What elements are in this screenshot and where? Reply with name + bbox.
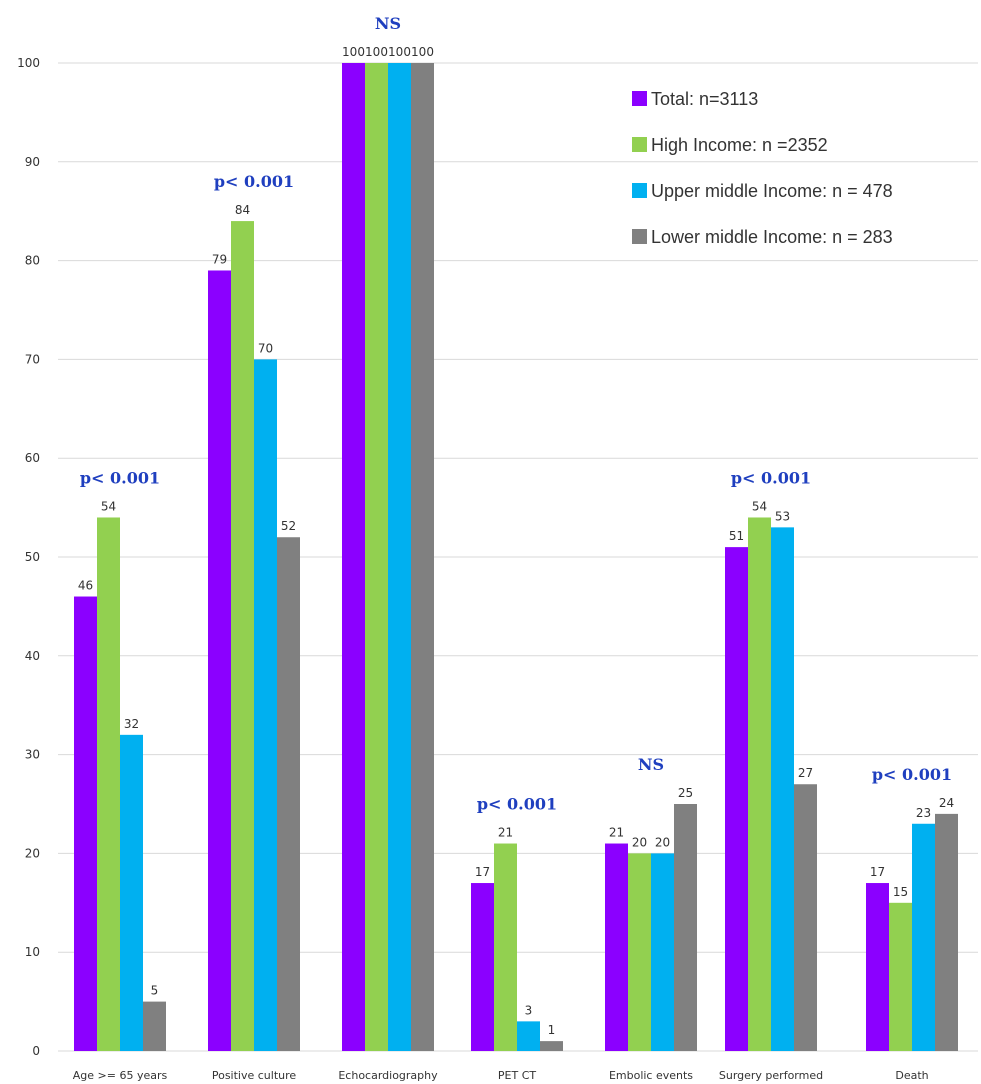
bar — [411, 63, 434, 1051]
y-tick-label: 40 — [25, 649, 40, 663]
data-label: 21 — [609, 826, 624, 840]
data-label: 79 — [212, 252, 227, 266]
bar — [866, 883, 889, 1051]
bar — [935, 813, 958, 1051]
data-label: 52 — [281, 519, 296, 533]
bar — [231, 221, 254, 1051]
category-label: Positive culture — [212, 1069, 297, 1082]
bar — [651, 853, 674, 1051]
legend-label: High Income: n =2352 — [651, 135, 828, 155]
significance-label: p< 0.001 — [214, 172, 294, 191]
bar — [143, 1001, 166, 1051]
y-tick-label: 60 — [25, 451, 40, 465]
significance-label: p< 0.001 — [872, 765, 952, 784]
gridlines — [58, 62, 978, 1052]
x-axis-categories: Age >= 65 years Positive culture Echocardi… — [73, 1069, 929, 1082]
bar — [540, 1041, 563, 1051]
category-label: Embolic events — [609, 1069, 693, 1082]
bar — [674, 804, 697, 1051]
legend-swatch — [632, 183, 647, 198]
bar — [97, 517, 120, 1051]
bars — [74, 63, 958, 1052]
data-label: 100 — [365, 45, 388, 59]
data-label: 17 — [475, 865, 490, 879]
legend: Total: n=3113 High Income: n =2352 Upper m… — [632, 89, 893, 247]
significance-label: p< 0.001 — [731, 468, 811, 487]
data-label: 46 — [78, 579, 93, 593]
data-label: 21 — [498, 826, 513, 840]
data-label: 100 — [342, 45, 365, 59]
legend-swatch — [632, 229, 647, 244]
data-label: 24 — [939, 796, 954, 810]
legend-swatch — [632, 137, 647, 152]
y-tick-label: 20 — [25, 846, 40, 860]
legend-label: Total: n=3113 — [651, 89, 758, 109]
data-label: 1 — [548, 1023, 556, 1037]
bar — [912, 823, 935, 1051]
bar — [889, 902, 912, 1051]
bar — [342, 63, 365, 1051]
data-label: 20 — [655, 835, 670, 849]
bar — [725, 547, 748, 1051]
bar — [365, 63, 388, 1051]
category-label: Echocardiography — [338, 1069, 438, 1082]
category-label: PET CT — [498, 1069, 536, 1082]
y-tick-label: 100 — [17, 56, 40, 70]
y-tick-label: 0 — [32, 1044, 40, 1058]
legend-label: Upper middle Income: n = 478 — [651, 181, 893, 201]
category-label: Death — [895, 1069, 928, 1082]
data-label: 54 — [101, 499, 116, 513]
significance-labels: p< 0.001 p< 0.001 NS p< 0.001 NS p< 0.001 p< 0… — [80, 14, 952, 814]
bar — [628, 853, 651, 1051]
significance-label: NS — [638, 755, 664, 774]
data-label: 17 — [870, 865, 885, 879]
bar — [517, 1021, 540, 1051]
y-axis-ticks: 0 10 20 30 40 50 60 70 80 90 100 — [17, 56, 40, 1058]
bar — [208, 270, 231, 1052]
significance-label: NS — [375, 14, 401, 33]
data-label: 20 — [632, 835, 647, 849]
data-label: 84 — [235, 203, 250, 217]
y-tick-label: 10 — [25, 945, 40, 959]
bar — [388, 63, 411, 1051]
data-label: 32 — [124, 717, 139, 731]
data-label: 3 — [525, 1003, 533, 1017]
data-label: 5 — [151, 984, 159, 998]
y-tick-label: 30 — [25, 748, 40, 762]
bar — [605, 843, 628, 1051]
data-label: 54 — [752, 499, 767, 513]
data-label: 25 — [678, 786, 693, 800]
legend-label: Lower middle Income: n = 283 — [651, 227, 893, 247]
y-tick-label: 80 — [25, 254, 40, 268]
data-label: 51 — [729, 529, 744, 543]
category-label: Surgery performed — [719, 1069, 823, 1082]
data-label: 100 — [388, 45, 411, 59]
y-tick-label: 70 — [25, 352, 40, 366]
bar — [254, 359, 277, 1051]
y-tick-label: 50 — [25, 550, 40, 564]
bar — [471, 883, 494, 1051]
legend-swatch — [632, 91, 647, 106]
significance-label: p< 0.001 — [477, 795, 557, 814]
significance-label: p< 0.001 — [80, 468, 160, 487]
bar — [120, 734, 143, 1051]
data-label: 23 — [916, 806, 931, 820]
bar — [794, 784, 817, 1051]
data-label: 53 — [775, 509, 790, 523]
bar — [748, 517, 771, 1051]
data-label: 100 — [411, 45, 434, 59]
bar — [74, 596, 97, 1051]
data-label: 15 — [893, 885, 908, 899]
bar — [771, 527, 794, 1051]
y-tick-label: 90 — [25, 155, 40, 169]
category-label: Age >= 65 years — [73, 1069, 168, 1082]
data-label: 70 — [258, 341, 273, 355]
bar — [494, 843, 517, 1051]
data-label: 27 — [798, 766, 813, 780]
bar — [277, 537, 300, 1051]
